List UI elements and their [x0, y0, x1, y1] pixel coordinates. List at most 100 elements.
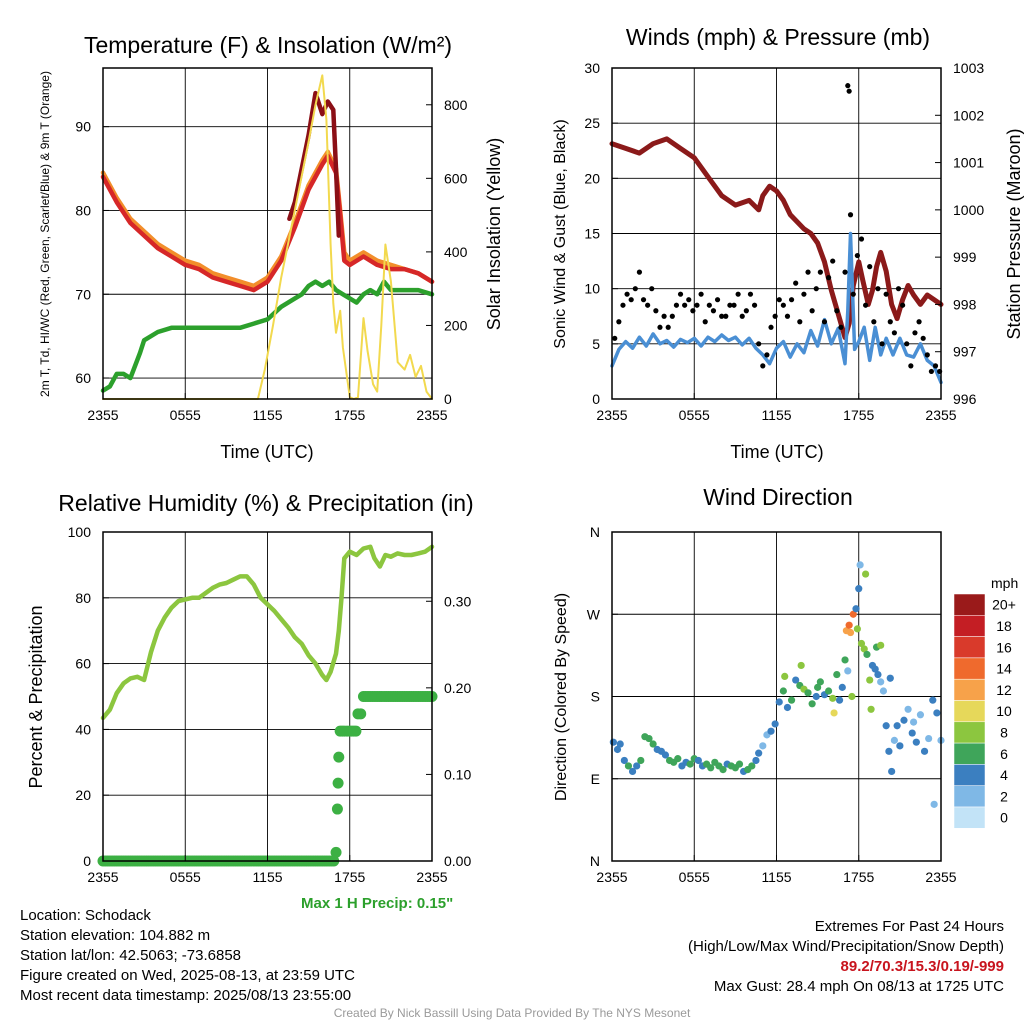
y2-tick-label: 400 — [444, 244, 468, 260]
wind-direction-point — [759, 742, 767, 750]
gust-point — [845, 83, 851, 89]
wind-direction-point — [866, 676, 874, 684]
gust-point — [714, 297, 721, 303]
x-tick-label: 2355 — [596, 407, 627, 423]
gust-point — [838, 324, 844, 330]
gust-point — [653, 308, 659, 314]
legend-label: 4 — [1000, 767, 1008, 783]
y2-tick-label: 200 — [444, 317, 468, 333]
gust-point — [632, 286, 638, 292]
wind-direction-point — [792, 676, 800, 684]
wind-direction-point — [900, 716, 908, 724]
gust-point — [620, 302, 626, 308]
x-tick-label: 1155 — [761, 407, 791, 423]
wind-direction-point — [855, 585, 863, 593]
y-tick-label: 70 — [75, 286, 91, 302]
gust-point — [863, 302, 869, 308]
precip-point — [330, 846, 342, 858]
gust-point — [640, 297, 647, 303]
chart-title-winds: Winds (mph) & Pressure (mb) — [626, 24, 930, 50]
gust-point — [875, 286, 881, 292]
y-axis-label-wind-direction: Direction (Colored By Speed) — [553, 593, 570, 801]
legend-label: 20+ — [992, 597, 1016, 613]
wind-direction-point — [628, 767, 637, 776]
gust-point — [686, 297, 692, 303]
station-location: Location: Schodack — [20, 907, 151, 924]
gust-point — [883, 291, 889, 297]
station-latlon: Station lat/lon: 42.5063; -73.6858 — [20, 947, 242, 964]
legend-swatch — [953, 721, 986, 744]
wind-direction-point — [879, 687, 888, 695]
y2-tick-label: 0.30 — [444, 593, 471, 609]
y2-tick-label: 0.10 — [444, 766, 471, 782]
gust-point — [809, 308, 815, 314]
gust-point — [743, 308, 749, 314]
wind-direction-point — [812, 692, 820, 701]
gust-point — [825, 275, 832, 281]
gust-point — [776, 297, 782, 303]
wind-direction-point — [848, 692, 856, 701]
gust-point — [887, 319, 893, 325]
gust-point — [920, 335, 926, 341]
gust-point — [879, 341, 885, 347]
y2-tick-label: 1002 — [953, 107, 984, 123]
legend-swatch — [953, 742, 986, 765]
wind-direction-point — [930, 800, 938, 808]
wind-direction-point — [707, 764, 715, 772]
wind-direction-point — [845, 621, 853, 629]
wind-direction-point — [862, 570, 870, 578]
relative-humidity-line — [100, 544, 435, 721]
chart-title-temperature: Temperature (F) & Insolation (W/m²) — [84, 32, 452, 58]
wind-direction-point — [863, 650, 871, 659]
wind-direction-point — [814, 683, 822, 691]
wind-direction-point — [719, 766, 727, 774]
wind-direction-point — [694, 756, 702, 765]
gust-point — [645, 302, 651, 308]
wind-direction-point — [890, 736, 898, 744]
gust-point — [760, 363, 766, 369]
x-tick-label: 1155 — [252, 407, 282, 423]
wind-direction-point — [860, 645, 868, 653]
gust-point — [772, 313, 778, 319]
gust-point — [649, 286, 655, 292]
y2-tick-label: 999 — [953, 249, 977, 265]
gust-point — [928, 368, 935, 375]
gust-point — [702, 319, 708, 325]
wind-direction-point — [783, 703, 792, 712]
gust-point — [694, 302, 700, 308]
wind-direction-point — [849, 610, 857, 618]
x-tick-label: 1155 — [252, 869, 282, 885]
y2-tick-label: 996 — [953, 391, 977, 407]
y2-tick-label: 600 — [444, 170, 468, 186]
gust-point — [682, 302, 688, 308]
wind-direction-point — [829, 694, 837, 702]
gust-point — [891, 330, 897, 336]
wind-direction-point — [925, 734, 933, 743]
legend-label: 18 — [996, 618, 1012, 634]
wind-direction-point — [735, 760, 744, 768]
wind-direction-point — [904, 705, 912, 713]
x-tick-label: 0555 — [170, 407, 201, 423]
y-tick-label: 25 — [584, 115, 600, 131]
y-axis-label-winds: Sonic Wind & Gust (Blue, Black) — [552, 119, 569, 348]
wind-direction-point — [633, 762, 641, 770]
gust-point — [690, 308, 696, 314]
gust-point — [706, 302, 712, 308]
x-tick-label: 1755 — [334, 407, 365, 423]
station-info: Location: Schodack Station elevation: 10… — [20, 906, 355, 1006]
gust-point — [764, 352, 770, 358]
gust-point — [669, 313, 675, 319]
gust-point — [797, 319, 803, 325]
legend-label: 12 — [996, 682, 1012, 698]
gust-point — [854, 252, 860, 259]
wind-direction-point — [797, 661, 805, 670]
gust-point — [788, 297, 795, 303]
wind-direction-point — [856, 561, 864, 569]
legend-label: 8 — [1000, 724, 1008, 740]
wind-direction-point — [624, 762, 633, 770]
wind-direction-point — [844, 667, 852, 675]
gust-point — [908, 363, 914, 369]
gust-point — [624, 291, 630, 297]
wind-direction-point — [909, 718, 918, 726]
